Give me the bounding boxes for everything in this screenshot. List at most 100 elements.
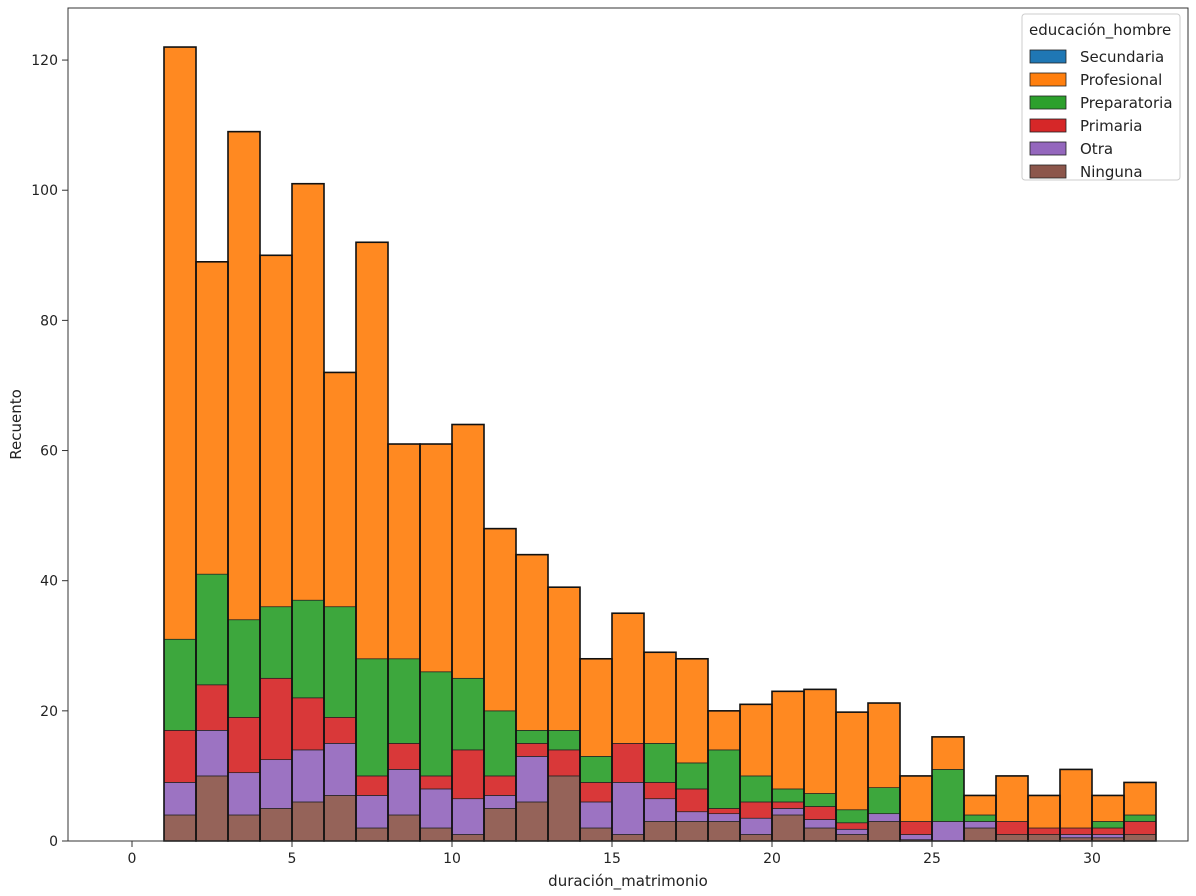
bar-stack [291, 183, 325, 842]
bar-segment-preparatoria [1123, 814, 1157, 822]
y-tick-label: 20 [40, 704, 58, 720]
bar-segment-primaria [163, 730, 197, 783]
bar-stack [483, 528, 517, 842]
bar-segment-primaria [739, 801, 773, 819]
bar-segment-ninguna [835, 834, 869, 842]
bar-segment-preparatoria [579, 756, 613, 783]
legend-swatch [1029, 95, 1067, 110]
bar-segment-profesional [707, 710, 741, 751]
bar-segment-profesional [931, 736, 965, 770]
bar-segment-primaria [419, 775, 453, 790]
bar-segment-primaria [515, 743, 549, 757]
x-axis: 0 5 10 15 20 25 30 [128, 841, 1101, 867]
bar-segment-primaria [675, 788, 709, 813]
bar-segment-otra [451, 798, 485, 835]
bar-segment-primaria [1027, 827, 1061, 835]
bar-segment-otra [259, 759, 293, 809]
bar-stack [419, 443, 453, 842]
bar-stack [579, 658, 613, 842]
bar-stack [1123, 782, 1157, 842]
bar-segment-profesional [1027, 795, 1061, 829]
bar-segment-preparatoria [931, 769, 965, 822]
bar-segment-otra [483, 795, 517, 809]
bar-segment-profesional [355, 241, 389, 660]
bar-segment-preparatoria [387, 658, 421, 744]
bar-segment-ninguna [387, 814, 421, 842]
bar-segment-preparatoria [643, 743, 677, 783]
bar-segment-ninguna [675, 821, 709, 842]
bar-segment-preparatoria [451, 677, 485, 751]
bar-segment-primaria [803, 806, 837, 820]
bar-segment-primaria [899, 821, 933, 835]
bar-segment-preparatoria [323, 606, 357, 718]
bar-segment-primaria [1059, 827, 1093, 835]
x-tick-label: 25 [923, 851, 941, 867]
legend-swatch [1029, 118, 1067, 133]
y-tick-label: 0 [49, 834, 58, 850]
bar-segment-primaria [483, 775, 517, 796]
bar-segment-profesional [483, 528, 517, 712]
bar-segment-profesional [611, 612, 645, 744]
bar-segment-preparatoria [195, 573, 229, 686]
bar-segment-preparatoria [803, 793, 837, 807]
bar-segment-preparatoria [739, 775, 773, 803]
bar-segment-primaria [835, 822, 869, 830]
bar-stack [867, 702, 901, 842]
legend-swatch [1029, 72, 1067, 87]
bar-segment-ninguna [227, 814, 261, 842]
bar-segment-otra [1091, 834, 1125, 839]
bar-segment-ninguna [963, 827, 997, 842]
bar-segment-ninguna [291, 801, 325, 842]
bar-segment-profesional [835, 711, 869, 811]
bar-segment-ninguna [867, 821, 901, 842]
bar-segment-primaria [323, 717, 357, 744]
bar-segment-otra [355, 795, 389, 829]
bar-segment-primaria [259, 677, 293, 761]
bar-stack [515, 554, 549, 842]
bar-segment-primaria [643, 782, 677, 800]
bar-segment-ninguna [547, 775, 581, 842]
bar-stack [675, 658, 709, 842]
bar-segment-otra [643, 798, 677, 822]
bar-stack [707, 710, 741, 842]
bar-segment-preparatoria [515, 730, 549, 744]
bar-segment-preparatoria [259, 606, 293, 679]
bar-stack [547, 586, 581, 842]
legend-label: Secundaria [1080, 48, 1164, 66]
bar-segment-preparatoria [963, 814, 997, 822]
bar-stack [227, 131, 261, 842]
bar-segment-otra [1059, 834, 1093, 839]
bar-segment-otra [419, 788, 453, 829]
x-tick-label: 20 [763, 851, 781, 867]
bar-segment-profesional [291, 183, 325, 601]
legend-title: educación_hombre [1029, 21, 1171, 40]
bar-segment-ninguna [451, 834, 485, 842]
bar-segment-primaria [579, 782, 613, 803]
legend-label: Otra [1080, 140, 1113, 158]
y-axis-title: Recuento [7, 389, 25, 460]
bar-stack [643, 651, 677, 842]
bar-segment-ninguna [483, 808, 517, 842]
bar-segment-profesional [675, 658, 709, 764]
bar-segment-ninguna [579, 827, 613, 842]
bar-segment-ninguna [803, 827, 837, 842]
bar-segment-otra [291, 749, 325, 803]
bar-stack [803, 689, 837, 842]
bar-segment-profesional [515, 554, 549, 731]
bar-segment-preparatoria [163, 638, 197, 731]
x-tick-label: 0 [128, 851, 137, 867]
bar-segment-primaria [995, 821, 1029, 835]
bar-stack [387, 443, 421, 842]
legend-swatch [1029, 141, 1067, 156]
bar-segment-preparatoria [227, 619, 261, 718]
bar-stack [771, 690, 805, 842]
bar-segment-primaria [451, 749, 485, 800]
bar-stack [1091, 795, 1125, 842]
bar-stack [931, 736, 965, 842]
legend-label: Primaria [1080, 117, 1142, 135]
x-tick-label: 15 [603, 851, 621, 867]
bar-segment-profesional [963, 795, 997, 816]
bar-segment-ninguna [1027, 834, 1061, 842]
bar-segment-preparatoria [355, 658, 389, 777]
bar-segment-otra [611, 782, 645, 835]
